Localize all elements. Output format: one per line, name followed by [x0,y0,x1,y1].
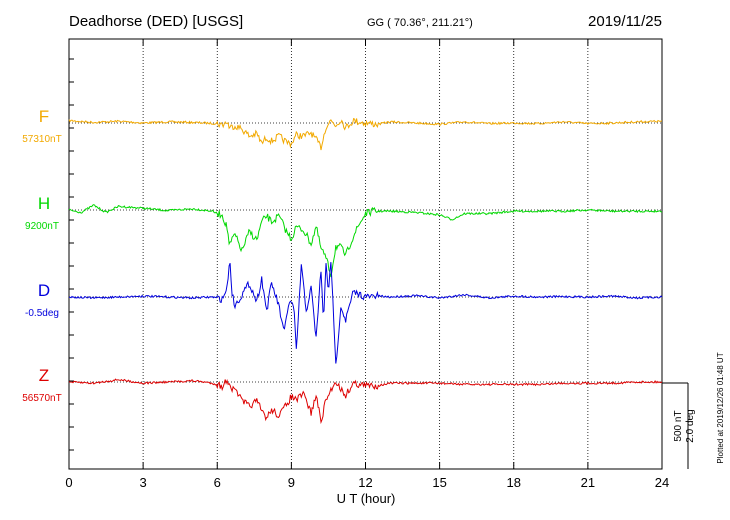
plot-frame [68,38,663,470]
plotted-at-note: Plotted at 2019/12/26 01:48 UT [716,352,725,463]
date-label: 2019/11/25 [588,13,662,30]
series-Z-trace [68,378,663,425]
x-axis-label: U T (hour) [337,491,396,506]
series-D-label: D [38,281,50,300]
series-F-baseline-value: 57310nT [22,134,61,145]
x-tick-label-21: 21 [581,475,595,490]
series-Z-label: Z [39,366,49,385]
series-H-label: H [38,194,50,213]
scale-deg-label: 2.0 deg [685,409,696,442]
series-D-baseline-value: -0.5deg [25,308,59,319]
series-D-trace [69,262,663,364]
series-H-baseline-value: 9200nT [25,221,59,232]
x-tick-label-24: 24 [655,475,669,490]
x-tick-label-15: 15 [432,475,446,490]
x-tick-label-3: 3 [140,475,147,490]
grid-lines [142,39,589,469]
station-title: Deadhorse (DED) [USGS] [69,13,243,30]
series-F-label: F [39,107,49,126]
series-Z-baseline-value: 56570nT [22,393,61,404]
scale-nt-label: 500 nT [673,410,684,441]
series-F-trace [68,117,663,151]
series-labels: F 57310nT H 9200nT D -0.5deg Z 56570nT [22,107,61,404]
scale-bar: 500 nT 2.0 deg [662,382,696,469]
x-tick-label-6: 6 [214,475,221,490]
station-coordinates: GG ( 70.36°, 211.21°) [367,17,473,29]
x-tick-label-18: 18 [507,475,521,490]
x-axis: 0 3 6 9 12 15 18 21 24 [65,39,669,490]
traces [68,117,663,425]
x-tick-label-12: 12 [358,475,372,490]
x-tick-label-9: 9 [288,475,295,490]
x-tick-label-0: 0 [65,475,72,490]
series-H-trace [68,204,663,278]
